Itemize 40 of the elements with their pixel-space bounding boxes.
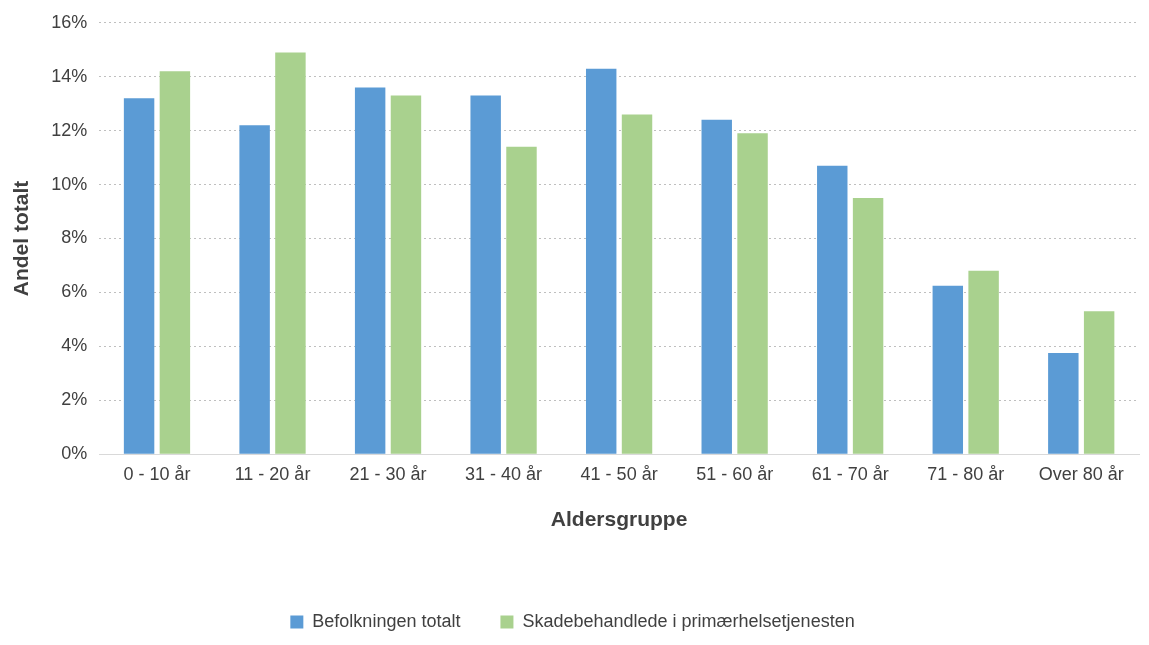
bar [701,119,732,454]
x-tick-label: 0 - 10 år [123,463,191,484]
bar [968,270,999,454]
y-tick-label: 6% [61,281,88,302]
bar [354,87,386,454]
x-tick-label: 61 - 70 år [811,463,889,484]
y-tick-label: 14% [51,65,88,86]
y-tick-label: 0% [61,443,88,464]
bar [852,198,884,454]
bar [390,95,422,454]
bar [123,98,155,454]
bar [275,52,306,454]
x-tick-label: 11 - 20 år [234,463,311,484]
bar [506,146,537,454]
bar [621,114,653,454]
x-tick-label: 51 - 60 år [696,463,774,484]
y-tick-label: 12% [51,119,88,140]
y-tick-label: 8% [61,227,88,248]
y-tick-label: 16% [51,11,88,32]
bar [239,125,270,454]
x-tick-label: Over 80 år [1038,463,1124,484]
bar [159,71,191,454]
y-tick-label: 4% [61,335,88,356]
x-tick-label: 21 - 30 år [349,463,427,484]
x-tick-label: 71 - 80 år [927,463,1005,484]
bar [1083,311,1115,454]
y-tick-label: 2% [61,389,88,410]
y-tick-label: 10% [51,173,88,194]
bar [817,165,848,454]
x-axis-title: Aldersgruppe [550,507,688,531]
bar [1048,353,1079,454]
legend-label: Befolkningen totalt [312,610,461,631]
bar [470,95,501,454]
y-axis-title: Andel totalt [9,180,33,297]
legend-label: Skadebehandlede i primærhelsetjenesten [522,610,855,631]
bar [737,133,768,454]
bar [932,285,964,454]
bar [585,68,617,454]
x-tick-label: 41 - 50 år [580,463,658,484]
x-tick-label: 31 - 40 år [465,463,543,484]
